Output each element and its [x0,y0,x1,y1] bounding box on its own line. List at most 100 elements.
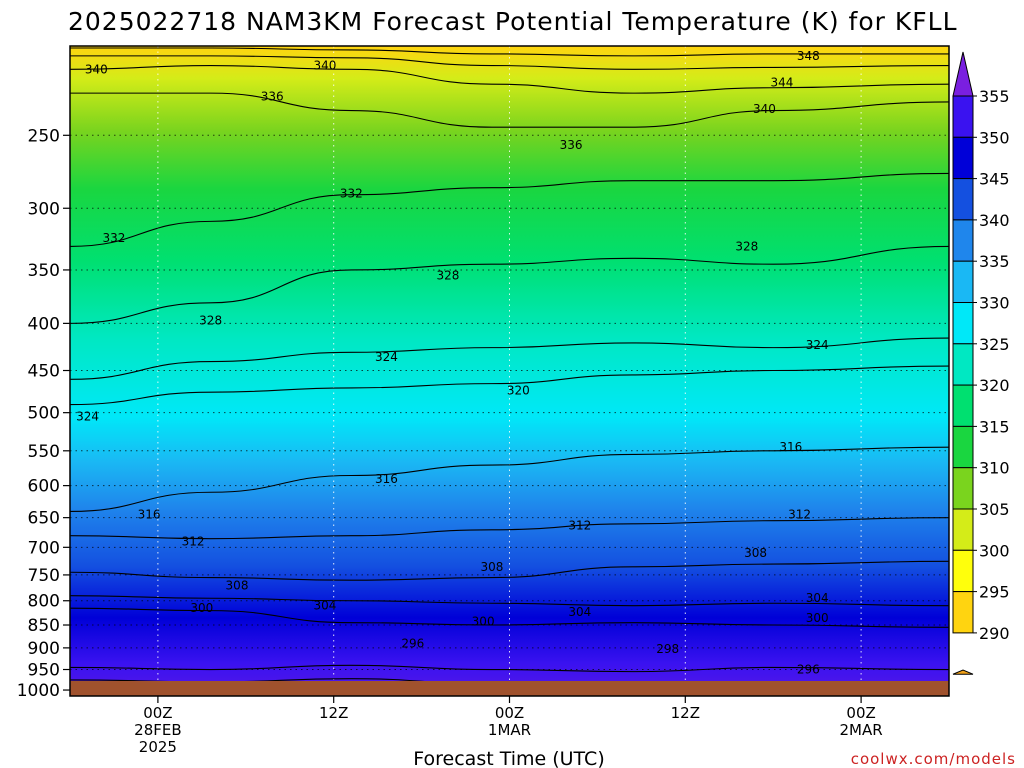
y-tick-label-350: 350 [28,261,60,281]
x-tick-label-1-0: 12Z [319,704,348,722]
colorbar-segment-8 [952,384,974,427]
colorbar-label-310: 310 [979,459,1010,478]
colorbar-segment-10 [952,467,974,510]
contour-label-16: 316 [779,440,802,454]
contour-label-29: 300 [472,615,495,629]
contour-340 [70,64,949,94]
contour-label-5: 340 [753,102,776,116]
contour-label-0: 340 [85,62,108,76]
contour-label-6: 336 [560,138,583,152]
ground-surface [70,681,949,696]
contour-344 [70,55,949,70]
contour-label-11: 328 [199,313,222,327]
y-tick-label-450: 450 [28,362,60,382]
y-tick-label-800: 800 [28,592,60,612]
colorbar-top-arrow [952,51,974,97]
x-tick-label-0-0: 00Z [143,704,172,722]
colorbar-segment-5 [952,260,974,304]
colorbar-label-290: 290 [979,624,1010,643]
x-tick-label-0-1: 28FEB [134,721,181,739]
colorbar-segment-4 [952,219,974,262]
colorbar-label-300: 300 [979,541,1010,560]
colorbar-bottom-arrow [952,669,974,675]
colorbar-label-335: 335 [979,252,1010,271]
y-tick-label-850: 850 [28,616,60,636]
contour-label-30: 300 [806,611,829,625]
contour-label-24: 308 [226,578,249,592]
colorbar-label-350: 350 [979,128,1010,147]
y-tick-label-250: 250 [28,126,60,146]
contour-label-3: 348 [797,49,820,63]
colorbar-segment-13 [952,591,974,634]
y-tick-label-400: 400 [28,314,60,334]
y-tick-label-700: 700 [28,538,60,558]
contour-328 [70,245,949,324]
x-tick-label-4-1: 2MAR [840,721,883,739]
contour-298 [70,664,949,673]
x-tick-label-2-1: 1MAR [488,721,531,739]
y-tick-label-550: 550 [28,442,60,462]
colorbar-label-345: 345 [979,170,1010,189]
colorbar-label-340: 340 [979,211,1010,230]
colorbar-segment-11 [952,508,974,551]
pressure-axis: 250 300 350 400 450 500 550 600 650 700 750 800 850 9… [17,126,70,701]
x-tick-label-3-0: 12Z [671,704,700,722]
y-tick-label-300: 300 [28,199,60,219]
contour-label-14: 324 [76,410,99,424]
colorbar-label-295: 295 [979,583,1010,602]
y-tick-label-900: 900 [28,639,60,659]
site-credit: coolwx.com/models [851,750,1016,768]
contour-label-9: 328 [735,239,758,253]
colorbar-label-305: 305 [979,500,1010,519]
contour-label-28: 300 [190,601,213,615]
colorbar-label-330: 330 [979,294,1010,313]
colorbar: 355 350 345 340 335 330 325 320 315 310 305 300 295 2… [952,51,1010,675]
colorbar-segment-9 [952,425,974,469]
contour-label-18: 316 [138,508,161,522]
x-axis-label: Forecast Time (UTC) [413,748,604,768]
y-tick-label-650: 650 [28,509,60,529]
contour-324 [70,337,949,380]
contour-316 [70,446,949,513]
contour-label-2: 336 [261,90,284,104]
contour-label-25: 304 [806,591,829,605]
contour-label-21: 312 [182,535,205,549]
colorbar-label-315: 315 [979,417,1010,436]
contour-label-17: 316 [375,472,398,486]
x-tick-label-4-0: 00Z [846,704,875,722]
contour-308 [70,560,949,581]
contour-336 [70,92,949,128]
colorbar-label-325: 325 [979,335,1010,354]
contour-304 [70,595,949,607]
y-tick-label-950: 950 [28,661,60,681]
contour-label-19: 312 [788,508,811,522]
contour-label-20: 312 [568,519,591,533]
y-tick-label-750: 750 [28,566,60,586]
contour-label-31: 296 [401,636,424,650]
colorbar-segment-3 [952,178,974,221]
y-tick-label-500: 500 [28,404,60,424]
colorbar-label-320: 320 [979,376,1010,395]
colorbar-segment-1 [952,95,974,138]
contour-348 [70,47,949,57]
contour-332 [70,172,949,247]
contour-label-15: 320 [507,383,530,397]
contour-label-4: 344 [771,75,794,89]
contour-label-7: 332 [340,186,363,200]
contour-312 [70,517,949,540]
x-tick-label-0-2: 2025 [139,738,177,756]
contour-label-10: 328 [437,269,460,283]
colorbar-segment-6 [952,302,974,345]
contour-label-1: 340 [313,59,336,73]
y-tick-label-1000: 1000 [17,681,60,701]
contour-label-8: 332 [102,231,125,245]
colorbar-segment-7 [952,343,974,386]
contour-label-27: 304 [313,599,336,613]
contour-label-23: 308 [480,560,503,574]
contour-300 [70,607,949,628]
contour-label-12: 324 [806,338,829,352]
contour-320 [70,365,949,406]
